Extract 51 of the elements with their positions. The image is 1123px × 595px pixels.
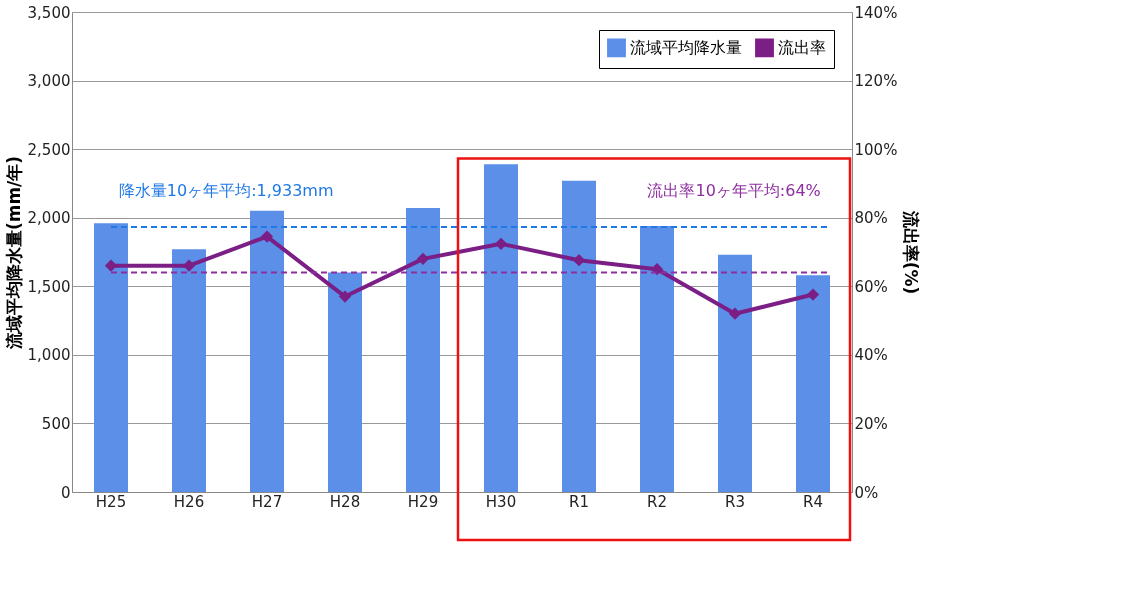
point bbox=[728, 307, 742, 320]
x-tick-label: H29 bbox=[407, 492, 439, 511]
bar bbox=[172, 249, 206, 492]
y-tick-label: 3,500 bbox=[27, 3, 71, 22]
bar bbox=[640, 225, 674, 492]
x-tick-label: H27 bbox=[251, 492, 283, 511]
y-tick-label: 1,500 bbox=[27, 277, 71, 296]
y-tick-label: 2,500 bbox=[27, 140, 71, 159]
x-tick-label: R1 bbox=[569, 492, 589, 511]
bar bbox=[328, 272, 362, 492]
bar bbox=[718, 254, 752, 492]
legend-label: 流域平均降水量 bbox=[630, 37, 742, 57]
y2-tick-label: 120% bbox=[854, 72, 898, 91]
bar bbox=[796, 275, 830, 492]
bar bbox=[250, 210, 284, 492]
y-axis-title: 流域平均降水量(mm/年) bbox=[3, 155, 24, 351]
y-tick-label: 500 bbox=[41, 414, 71, 433]
point bbox=[806, 288, 820, 301]
y2-axis-title: 流出率(%) bbox=[901, 209, 922, 295]
point bbox=[416, 252, 430, 265]
x-tick-label: R2 bbox=[647, 492, 667, 511]
x-tick-label: H30 bbox=[485, 492, 517, 511]
x-tick-label: H26 bbox=[173, 492, 205, 511]
x-tick-label: H28 bbox=[329, 492, 361, 511]
y2-tick-label: 40% bbox=[854, 346, 888, 365]
y-tick-label: 0 bbox=[60, 483, 71, 502]
x-tick-label: R4 bbox=[803, 492, 823, 511]
point bbox=[338, 290, 352, 303]
ref-line-label: 降水量10ヶ年平均:1,933mm bbox=[118, 180, 334, 200]
y-tick-label: 3,000 bbox=[27, 72, 71, 91]
y2-tick-label: 60% bbox=[854, 277, 888, 296]
y2-tick-label: 140% bbox=[854, 3, 898, 22]
legend-label: 流出率 bbox=[778, 37, 826, 57]
y2-tick-label: 20% bbox=[854, 414, 888, 433]
y2-tick-label: 100% bbox=[854, 140, 898, 159]
bar bbox=[406, 208, 440, 492]
x-tick-label: H25 bbox=[95, 492, 127, 511]
bar bbox=[484, 164, 518, 492]
ref-line-label: 流出率10ヶ年平均:64% bbox=[647, 180, 821, 200]
y-tick-label: 2,000 bbox=[27, 209, 71, 228]
point bbox=[494, 237, 508, 250]
y-tick-label: 1,000 bbox=[27, 346, 71, 365]
point bbox=[104, 259, 118, 272]
bar bbox=[94, 223, 128, 492]
y2-tick-label: 80% bbox=[854, 209, 888, 228]
y2-tick-label: 0% bbox=[854, 483, 879, 502]
bar bbox=[562, 180, 596, 492]
point bbox=[182, 259, 196, 272]
x-tick-label: R3 bbox=[725, 492, 745, 511]
point bbox=[260, 230, 274, 243]
point bbox=[572, 254, 586, 267]
